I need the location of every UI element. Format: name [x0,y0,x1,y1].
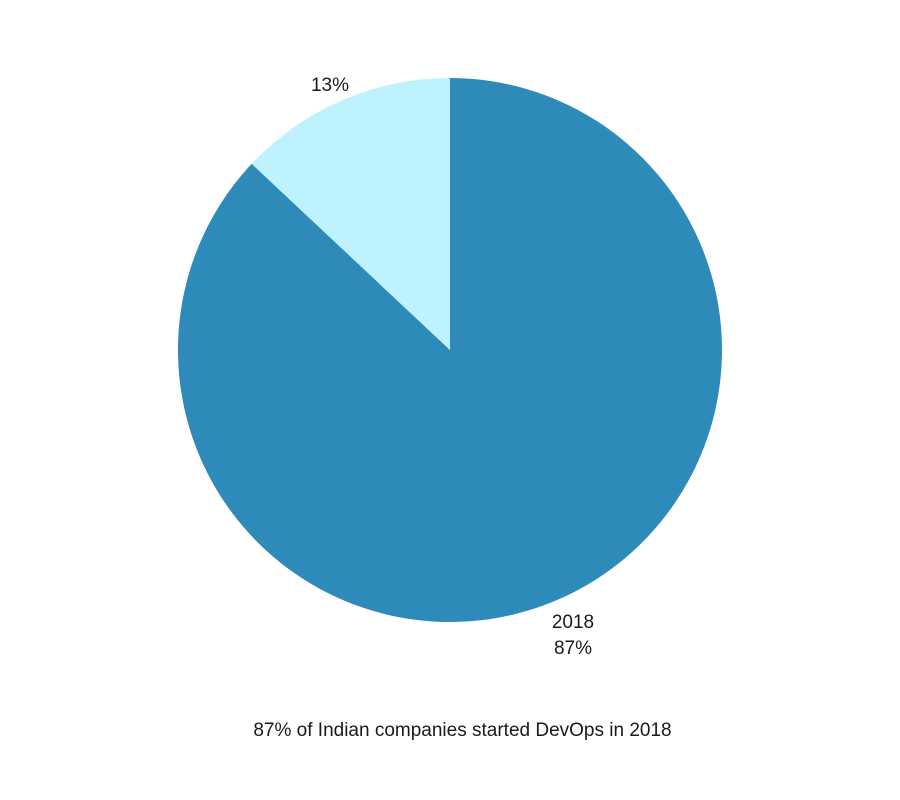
pie-slice-2018 [177,78,722,622]
slice-label-2018-name: 2018 [551,612,595,633]
slice-label-2018: 2018 87% [533,610,613,662]
slice-label-13-percent: 13% [310,75,350,96]
slice-label-2018-percent: 87% [553,638,593,659]
pie-slice-other [251,77,450,350]
chart-caption: 87% of Indian companies started DevOps i… [253,720,672,741]
